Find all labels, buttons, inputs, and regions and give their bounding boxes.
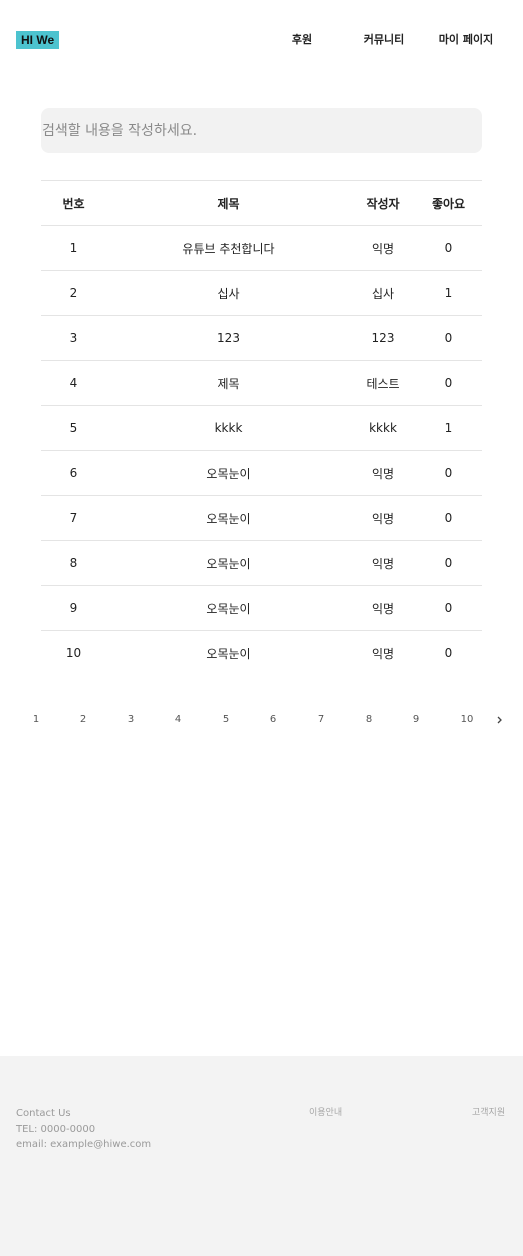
row-number: 6	[69, 466, 78, 480]
table-row[interactable]: 2 십사 십사 1	[41, 270, 482, 315]
footer-link-support[interactable]: 고객지원	[472, 1108, 506, 1118]
table-row[interactable]: 6 오목눈이 익명 0	[41, 450, 482, 495]
row-likes: 0	[444, 601, 453, 615]
page-link[interactable]: 3	[127, 714, 135, 725]
table-row[interactable]: 10 오목눈이 익명 0	[41, 630, 482, 675]
row-likes: 0	[444, 376, 453, 390]
row-title[interactable]: 오목눈이	[206, 646, 251, 661]
row-title[interactable]: 오목눈이	[206, 466, 251, 481]
row-title[interactable]: 제목	[217, 376, 240, 391]
row-number: 10	[65, 646, 82, 660]
page-link[interactable]: 5	[222, 714, 230, 725]
page-link[interactable]: 10	[460, 714, 474, 725]
search-input[interactable]	[41, 108, 482, 153]
page-link[interactable]: 7	[317, 714, 325, 725]
row-title[interactable]: kkkk	[214, 421, 243, 435]
row-number: 4	[69, 376, 78, 390]
page-link[interactable]: 4	[174, 714, 182, 725]
row-author: 123	[371, 331, 395, 345]
row-number: 8	[69, 556, 78, 570]
table-header-row: 번호 제목 작성자 좋아요	[41, 180, 482, 225]
page-link[interactable]: 9	[412, 714, 420, 725]
row-title[interactable]: 오목눈이	[206, 556, 251, 571]
row-number: 3	[69, 331, 78, 345]
footer-contact-title: Contact Us	[16, 1108, 71, 1119]
footer-contact: Contact Us TEL: 0000-0000 email: example…	[16, 1106, 151, 1153]
table-row[interactable]: 4 제목 테스트 0	[41, 360, 482, 405]
row-likes: 1	[444, 421, 453, 435]
row-title[interactable]: 오목눈이	[206, 601, 251, 616]
page-link[interactable]: 8	[365, 714, 373, 725]
row-likes: 0	[444, 556, 453, 570]
row-likes: 0	[444, 511, 453, 525]
search-box	[41, 108, 482, 153]
chevron-right-icon[interactable]	[493, 710, 507, 730]
header-number: 번호	[62, 196, 85, 211]
row-title[interactable]: 십사	[217, 286, 240, 301]
nav-sponsor[interactable]: 후원	[291, 33, 313, 46]
table-row[interactable]: 1 유튜브 추천합니다 익명 0	[41, 225, 482, 270]
post-table: 번호 제목 작성자 좋아요 1 유튜브 추천합니다 익명 0 2 십사 십사 1 3 123 123…	[41, 180, 482, 675]
row-likes: 0	[444, 241, 453, 255]
footer-link-guide[interactable]: 이용안내	[309, 1108, 343, 1118]
page-link[interactable]: 6	[269, 714, 277, 725]
table-body: 1 유튜브 추천합니다 익명 0 2 십사 십사 1 3 123 123 0 4 제목 테스트 0 5 kkkk k…	[41, 225, 482, 675]
nav-community[interactable]: 커뮤니티	[363, 33, 405, 46]
row-title[interactable]: 유튜브 추천합니다	[182, 241, 275, 256]
nav-my-page[interactable]: 마이 페이지	[438, 33, 494, 46]
row-likes: 0	[444, 331, 453, 345]
table-row[interactable]: 7 오목눈이 익명 0	[41, 495, 482, 540]
logo[interactable]: HI We	[16, 31, 60, 49]
pagination: 1 2 3 4 5 6 7 8 9 10	[0, 710, 523, 730]
footer-tel: TEL: 0000-0000	[16, 1123, 96, 1135]
table-row[interactable]: 3 123 123 0	[41, 315, 482, 360]
table-row[interactable]: 9 오목눈이 익명 0	[41, 585, 482, 630]
row-likes: 0	[444, 646, 453, 660]
row-title[interactable]: 123	[217, 331, 240, 345]
header-likes: 좋아요	[431, 196, 466, 211]
footer: Contact Us TEL: 0000-0000 email: example…	[0, 1056, 523, 1256]
row-author: 익명	[371, 466, 395, 481]
row-author: 익명	[371, 556, 395, 571]
table-row[interactable]: 8 오목눈이 익명 0	[41, 540, 482, 585]
row-number: 7	[69, 511, 78, 525]
row-number: 9	[69, 601, 78, 615]
row-author: kkkk	[369, 421, 397, 435]
row-author: 익명	[371, 601, 395, 616]
header: HI We 후원 커뮤니티 마이 페이지	[0, 0, 523, 80]
row-title[interactable]: 오목눈이	[206, 511, 251, 526]
row-number: 1	[69, 241, 78, 255]
table-row[interactable]: 5 kkkk kkkk 1	[41, 405, 482, 450]
row-likes: 0	[444, 466, 453, 480]
footer-email: email: example@hiwe.com	[16, 1139, 152, 1150]
header-author: 작성자	[366, 196, 400, 211]
page-link[interactable]: 1	[32, 714, 40, 725]
row-author: 익명	[371, 511, 395, 526]
row-number: 2	[69, 286, 78, 300]
row-likes: 1	[444, 286, 453, 300]
row-number: 5	[69, 421, 78, 435]
row-author: 익명	[371, 241, 395, 256]
header-title: 제목	[217, 196, 240, 211]
row-author: 십사	[371, 286, 395, 301]
page-link[interactable]: 2	[79, 714, 87, 725]
row-author: 테스트	[366, 376, 400, 391]
row-author: 익명	[371, 646, 395, 661]
